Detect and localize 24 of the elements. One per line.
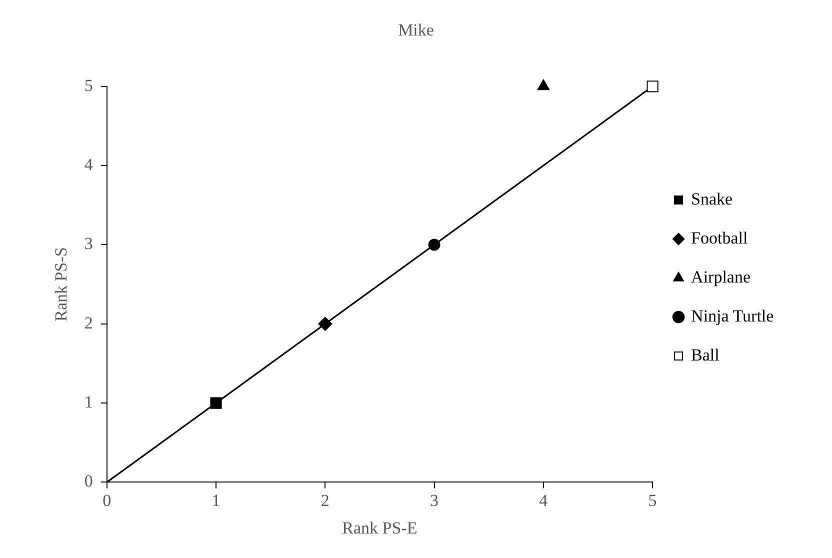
y-tick-label: 5 [84, 76, 93, 95]
y-tick-label: 4 [84, 155, 94, 174]
point [210, 397, 222, 409]
x-tick-label: 3 [430, 490, 439, 510]
y-tick-label: 3 [84, 234, 93, 254]
x-tick-label: 2 [320, 490, 330, 510]
y-axis-title: Rank PS-S [52, 247, 71, 322]
y-tick-label: 2 [84, 313, 93, 332]
legend-label: Snake [691, 189, 733, 208]
x-tick-label: 4 [539, 490, 548, 510]
legend-label: Ball [691, 345, 720, 364]
x-axis-title: Rank PS-E [342, 518, 418, 538]
x-tick-label: 1 [212, 490, 220, 510]
point [318, 316, 332, 331]
x-tick-label: 0 [102, 490, 112, 510]
legend-label: Football [691, 228, 748, 248]
legend-label: Ninja Turtle [691, 306, 774, 326]
chart-title: Mike [398, 20, 434, 40]
point [428, 238, 440, 251]
point [646, 80, 658, 92]
x-tick-label: 5 [648, 490, 657, 510]
legend-label: Airplane [691, 267, 751, 286]
y-tick-label: 0 [84, 472, 93, 491]
y-tick-label: 1 [84, 392, 93, 412]
